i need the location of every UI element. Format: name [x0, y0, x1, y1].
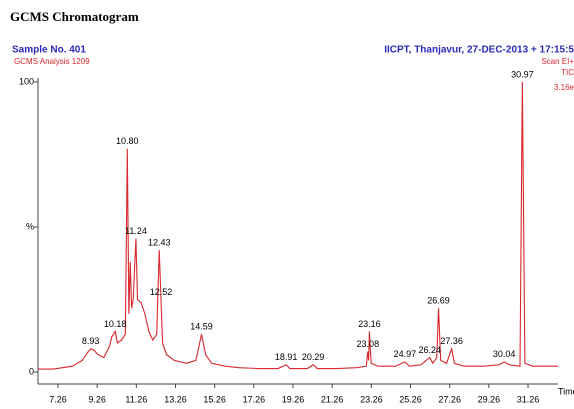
- peak-label: 24.97: [394, 349, 417, 359]
- x-tick-label: 13.26: [164, 394, 187, 404]
- intensity: 3.16e: [554, 83, 574, 92]
- peak-label: 30.04: [493, 349, 516, 359]
- source: IICPT, Thanjavur, 27-DEC-2013 + 17:15:5: [384, 45, 574, 56]
- peak-label: 20.29: [302, 352, 325, 362]
- x-tick-label: 23.26: [360, 394, 383, 404]
- peak-label: 30.97: [511, 69, 534, 79]
- x-tick-label: 7.26: [49, 394, 67, 404]
- x-tick-label: 19.26: [282, 394, 305, 404]
- trace: [38, 81, 558, 370]
- peak-label: 10.18: [104, 319, 127, 329]
- x-tick-label: 21.26: [321, 394, 344, 404]
- peak-label: 12.43: [148, 238, 171, 248]
- peak-label: 23.08: [357, 339, 380, 349]
- scan: Scan EI+: [541, 57, 574, 66]
- x-axis-label: Time: [558, 386, 574, 396]
- peak-label: 18.91: [275, 352, 298, 362]
- peak-label: 27.36: [440, 336, 463, 346]
- tic: TIC: [561, 68, 574, 77]
- x-tick-label: 17.26: [243, 394, 266, 404]
- analysis: GCMS Analysis 1209: [14, 57, 90, 66]
- x-tick-label: 11.26: [125, 394, 147, 404]
- peak-label: 12.52: [150, 287, 173, 297]
- peak-label: 26.24: [418, 345, 441, 355]
- x-tick-label: 31.26: [517, 394, 540, 404]
- peak-label: 11.24: [125, 226, 147, 236]
- y-tick-label: 100: [19, 76, 34, 86]
- y-tick-label: 0: [29, 366, 34, 376]
- y-tick-label: %: [26, 221, 34, 231]
- chart-title: GCMS Chromatogram: [10, 9, 139, 24]
- peak-label: 8.93: [82, 336, 100, 346]
- x-tick-label: 27.26: [438, 394, 461, 404]
- x-tick-label: 25.26: [399, 394, 422, 404]
- sample: Sample No. 401: [12, 45, 86, 56]
- x-tick-label: 15.26: [203, 394, 226, 404]
- x-tick-label: 29.26: [478, 394, 501, 404]
- peak-label: 14.59: [190, 322, 213, 332]
- peak-label: 10.80: [116, 136, 139, 146]
- peak-label: 26.69: [427, 296, 450, 306]
- peak-label: 23.16: [358, 319, 381, 329]
- x-tick-label: 9.26: [88, 394, 106, 404]
